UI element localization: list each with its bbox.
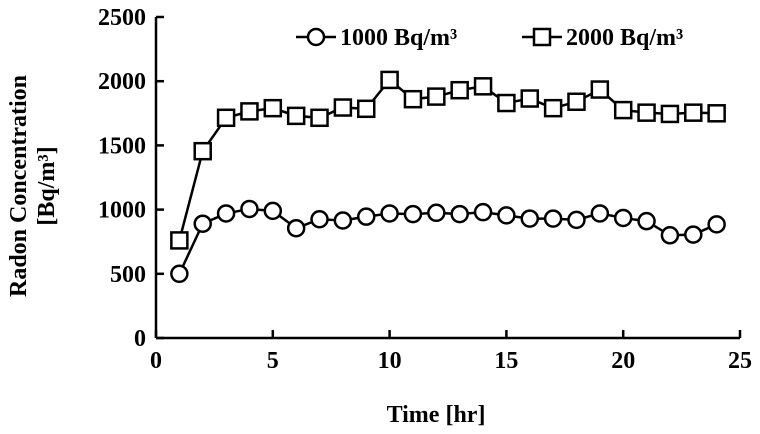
series-2 [170, 70, 726, 250]
data-point-square [707, 104, 726, 123]
y-axis-title-line2: [Bq/m³] [34, 146, 60, 225]
data-point-circle [263, 201, 283, 221]
x-tick-label: 15 [494, 348, 518, 374]
data-point-circle [450, 204, 469, 224]
data-point-square [427, 87, 446, 106]
legend-square-marker [532, 27, 552, 47]
y-tick-label: 0 [134, 326, 146, 352]
series-line [178, 78, 717, 241]
data-point-circle [473, 202, 493, 222]
data-point-circle [637, 211, 656, 231]
data-point-square [216, 108, 236, 128]
legend-circle-marker [306, 27, 326, 47]
axes [154, 17, 740, 340]
y-tick-label: 500 [110, 262, 146, 288]
series-1 [170, 199, 726, 284]
x-tick-label: 10 [378, 348, 402, 374]
data-point-square [240, 102, 259, 121]
data-point-square [263, 98, 283, 118]
x-axis-title: Time [hr] [387, 402, 486, 428]
data-point-circle [403, 204, 423, 224]
legend-label: 2000 Bq/m³ [566, 25, 683, 51]
data-point-circle [380, 204, 399, 223]
y-axis-title-line1: Radon Concentration [6, 75, 32, 297]
x-tick-label: 25 [728, 348, 752, 374]
data-point-circle [216, 204, 236, 223]
data-point-square [637, 103, 656, 122]
data-point-circle [590, 204, 610, 223]
data-point-circle [240, 199, 259, 219]
y-tick-label: 1000 [98, 198, 146, 224]
y-tick-label: 2000 [98, 69, 146, 95]
data-point-square [684, 103, 703, 122]
data-point-circle [427, 203, 446, 223]
data-point-circle [707, 215, 726, 234]
series-line [178, 207, 718, 275]
legend: 1000 Bq/m³ 2000 Bq/m³ [296, 25, 683, 51]
data-point-circle [497, 206, 516, 225]
data-point-square [567, 92, 586, 111]
data-point-circle [567, 210, 586, 230]
data-point-square [613, 100, 633, 120]
data-point-square [310, 108, 329, 128]
data-point-square [590, 80, 610, 99]
y-ticks: 0 500 1000 1500 2000 2500 [98, 5, 164, 352]
x-ticks: 0 5 10 15 20 25 [150, 330, 752, 374]
data-point-circle [170, 264, 189, 284]
y-tick-label: 2500 [98, 5, 146, 31]
data-point-square [497, 93, 516, 113]
legend-label: 1000 Bq/m³ [340, 25, 457, 51]
data-point-square [403, 89, 423, 109]
data-point-circle [543, 209, 563, 228]
data-point-square [660, 104, 680, 124]
data-point-circle [310, 209, 329, 229]
data-point-circle [193, 214, 212, 233]
series-layer [170, 70, 726, 284]
data-point-square [380, 70, 399, 90]
data-point-circle [520, 209, 540, 228]
y-tick-label: 1500 [98, 133, 146, 159]
data-point-circle [684, 225, 703, 244]
data-point-square [286, 106, 306, 126]
legend-item-2: 2000 Bq/m³ [522, 25, 683, 51]
x-tick-label: 0 [150, 348, 162, 374]
data-point-square [520, 89, 540, 108]
data-point-circle [286, 218, 306, 238]
x-tick-label: 5 [267, 348, 279, 374]
x-tick-label: 20 [611, 348, 635, 374]
data-point-square [170, 231, 189, 250]
data-point-square [473, 77, 493, 96]
data-point-square [450, 80, 469, 100]
data-point-circle [613, 208, 633, 228]
data-point-circle [356, 207, 376, 226]
y-axis-title-group: Radon Concentration [Bq/m³] [6, 75, 60, 297]
data-point-circle [660, 226, 680, 245]
data-point-square [543, 98, 563, 118]
data-point-square [333, 98, 353, 117]
data-point-square [356, 99, 376, 119]
data-point-square [193, 141, 212, 161]
legend-item-1: 1000 Bq/m³ [296, 25, 457, 51]
data-point-circle [333, 211, 353, 230]
